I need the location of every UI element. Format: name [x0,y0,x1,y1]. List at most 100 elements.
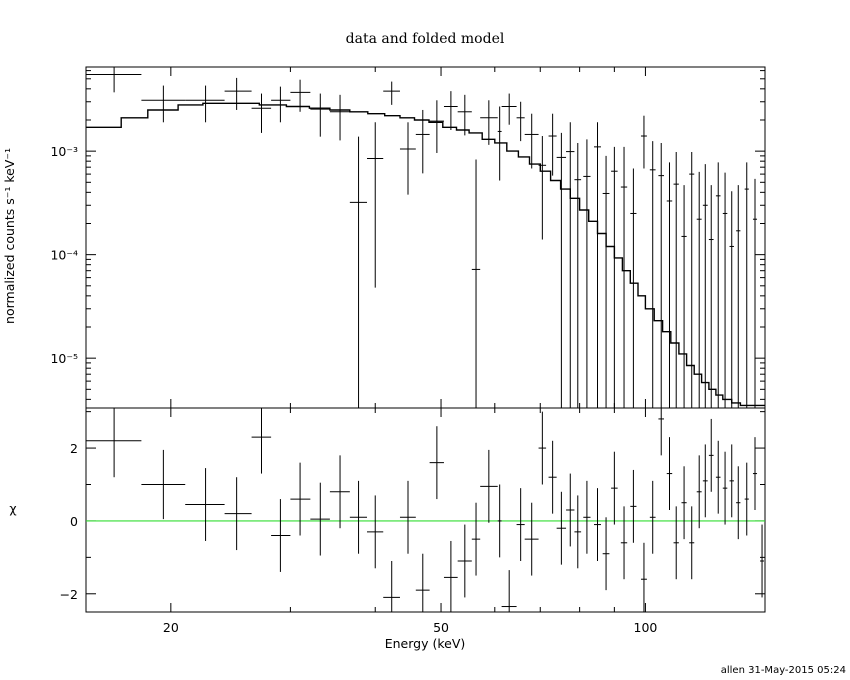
data-point [620,146,628,408]
data-point [602,155,610,408]
residual-point [702,444,708,518]
data-point [666,162,673,408]
residual-point [443,540,458,612]
residual-point [640,542,647,612]
residual-point [744,462,749,536]
data-point [524,113,539,169]
x-tick-label: 20 [163,620,179,635]
data-point [583,139,591,408]
data-point [271,86,291,123]
data-point [429,100,444,153]
data-point [538,136,547,240]
data-point [251,93,272,133]
data-point [383,81,400,105]
residual-point [681,466,687,540]
data-point [185,85,225,123]
data-point [722,172,728,408]
residual-point [611,451,618,525]
residual-point [556,491,567,565]
data-point [594,122,601,408]
residual-point [696,455,702,529]
data-point [708,185,714,408]
residual-point [715,440,721,514]
data-point [696,171,702,408]
residual-point [271,499,291,572]
data-point [640,115,647,169]
data-point [729,191,734,408]
residual-point [501,570,517,612]
data-point [611,146,618,408]
folded-model-series [86,102,765,407]
data-point [471,159,481,408]
residual-point [722,451,728,525]
residual-point [516,488,525,561]
residual-point [224,477,252,551]
data-point [367,122,384,288]
data-point [673,152,679,408]
x-tick-label: 50 [433,620,449,635]
data-point [497,106,502,181]
residual-point [760,524,765,598]
residual-point [574,495,582,569]
residual-point [471,502,481,576]
residual-point [630,469,637,543]
data-point [548,113,557,176]
data-point [290,79,311,112]
data-point [649,141,656,408]
data-point [349,136,368,408]
residual-point [290,462,311,536]
residual-point [708,418,714,492]
residual-point [658,408,665,456]
residual-point [736,466,741,540]
spectrum-y-tick-label: 10⁻³ [50,144,78,159]
spectrum-y-axis-label: normalized counts s⁻¹ keV⁻¹ [2,148,17,324]
data-point [736,185,741,408]
data-point [329,94,350,141]
residual-point [673,506,679,580]
data-point [480,100,498,145]
data-point [574,142,582,408]
data-point [516,101,525,142]
data-point [443,91,458,131]
residual-y-tick-label: 2 [70,441,78,456]
data-point [689,152,695,408]
residual-point [86,408,142,478]
data-point [566,122,575,408]
data-point [744,162,749,408]
residual-point [524,502,539,576]
spectrum-panel: 10⁻³ 10⁻⁴ 10⁻⁵ [50,66,766,409]
residual-frame [85,407,766,613]
residual-point [457,524,472,598]
data-point [310,93,330,137]
residual-point [141,449,186,520]
residual-point [548,440,557,514]
residual-point [185,468,225,541]
data-point [715,162,721,408]
residual-point [329,455,350,529]
data-point [702,164,708,408]
residual-point [538,411,547,485]
data-point [415,109,430,174]
residual-point [349,480,368,554]
data-point [681,185,687,408]
data-point [457,94,472,136]
residual-point [480,449,498,523]
data-point [141,85,186,123]
data-series [86,67,758,408]
residual-series [86,408,765,612]
residual-point [367,495,384,569]
folded-model-line [86,102,765,407]
residual-point [649,480,656,554]
residual-point [583,480,591,554]
spectrum-y-tick-label: 10⁻⁴ [50,248,78,263]
residual-point [666,437,673,510]
residual-y-tick-label: −2 [60,587,78,602]
data-point [556,132,567,408]
data-point [224,77,252,110]
residual-point [429,426,444,500]
data-point [86,67,142,93]
